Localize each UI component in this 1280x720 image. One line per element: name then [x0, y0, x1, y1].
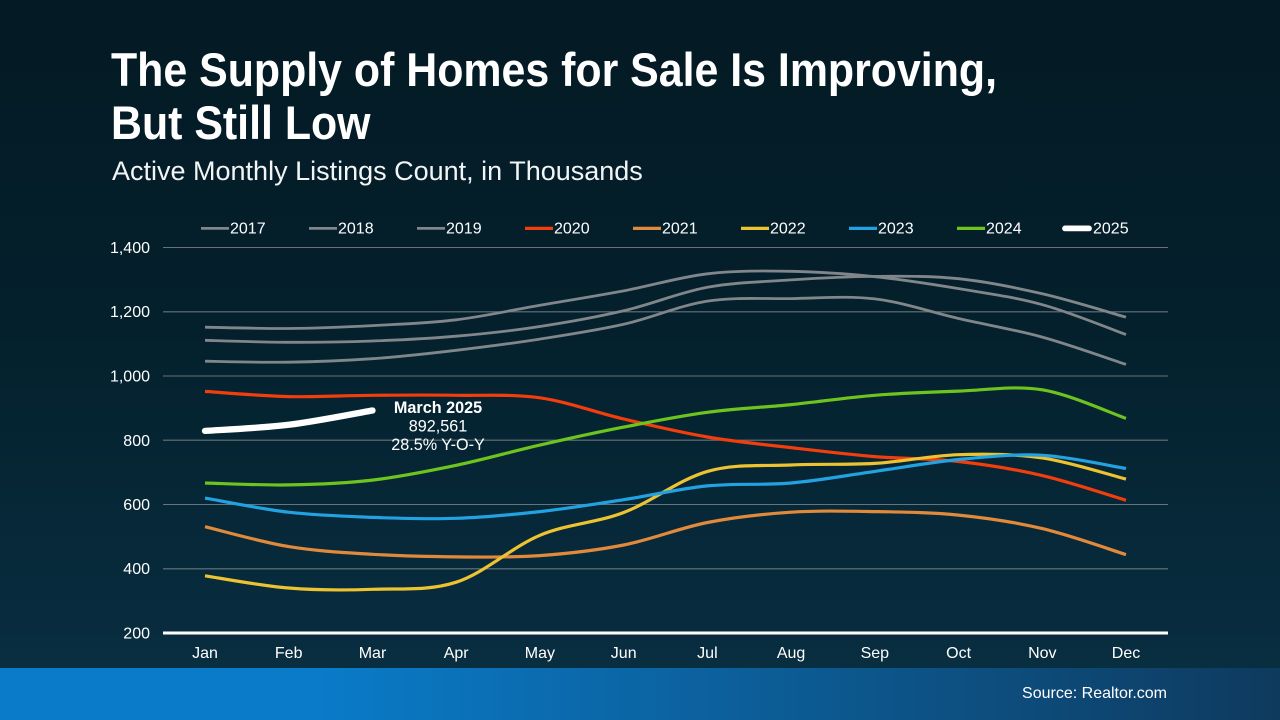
svg-text:2025: 2025 [1093, 221, 1129, 238]
svg-text:Dec: Dec [1112, 645, 1140, 662]
svg-text:2017: 2017 [230, 221, 266, 238]
svg-text:Mar: Mar [359, 645, 387, 662]
svg-text:Aug: Aug [777, 645, 805, 662]
svg-text:Sep: Sep [861, 645, 890, 662]
svg-text:1,400: 1,400 [110, 240, 150, 257]
svg-text:2024: 2024 [986, 221, 1022, 238]
svg-text:1,000: 1,000 [110, 369, 150, 386]
svg-text:600: 600 [123, 497, 150, 514]
svg-text:800: 800 [123, 433, 150, 450]
svg-text:Jun: Jun [611, 645, 637, 662]
svg-text:Apr: Apr [444, 645, 470, 662]
svg-text:Feb: Feb [275, 645, 303, 662]
svg-text:2022: 2022 [770, 221, 806, 238]
svg-text:2018: 2018 [338, 221, 374, 238]
svg-text:Jan: Jan [192, 645, 218, 662]
svg-text:May: May [525, 645, 555, 662]
svg-text:200: 200 [123, 626, 150, 643]
svg-text:892,561: 892,561 [409, 418, 468, 436]
svg-text:400: 400 [123, 561, 150, 578]
svg-text:28.5% Y-O-Y: 28.5% Y-O-Y [391, 436, 485, 454]
svg-text:March 2025: March 2025 [394, 399, 482, 417]
svg-text:1,200: 1,200 [110, 304, 150, 321]
svg-text:2019: 2019 [446, 221, 482, 238]
svg-text:Jul: Jul [697, 645, 717, 662]
svg-text:2023: 2023 [878, 221, 914, 238]
svg-text:2021: 2021 [662, 221, 698, 238]
svg-text:2020: 2020 [554, 221, 590, 238]
svg-text:Nov: Nov [1028, 645, 1056, 662]
svg-text:Oct: Oct [946, 645, 971, 662]
